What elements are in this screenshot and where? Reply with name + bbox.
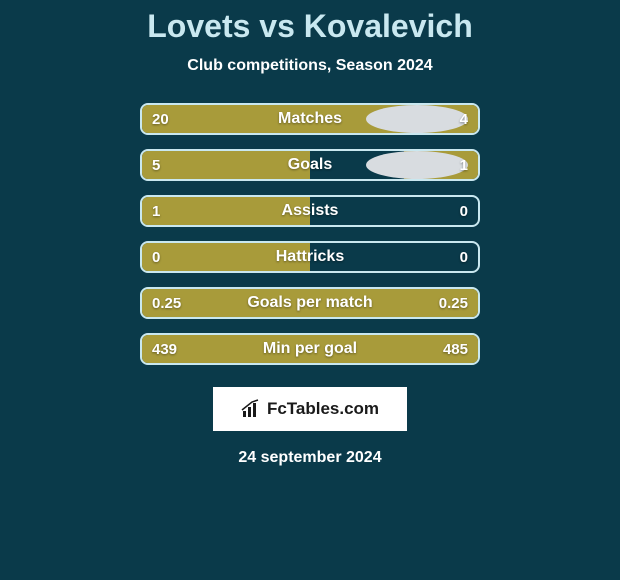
stat-row: 0.25Goals per match0.25 bbox=[140, 287, 480, 319]
stat-label: Goals per match bbox=[142, 294, 478, 312]
stat-row: 20Matches4 bbox=[140, 103, 480, 135]
stat-label: Min per goal bbox=[142, 340, 478, 358]
bar-chart-icon bbox=[241, 399, 261, 419]
stat-value-right: 1 bbox=[460, 157, 468, 174]
stat-row: 5Goals1 bbox=[140, 149, 480, 181]
stat-label: Assists bbox=[142, 202, 478, 220]
stat-bar: 0Hattricks0 bbox=[140, 241, 480, 273]
stat-bar: 0.25Goals per match0.25 bbox=[140, 287, 480, 319]
brand-badge: FcTables.com bbox=[213, 387, 407, 431]
stat-value-right: 0.25 bbox=[439, 295, 468, 312]
stat-label: Hattricks bbox=[142, 248, 478, 266]
subtitle: Club competitions, Season 2024 bbox=[187, 57, 432, 75]
stat-label: Matches bbox=[142, 110, 478, 128]
stat-row: 0Hattricks0 bbox=[140, 241, 480, 273]
brand-label: FcTables.com bbox=[267, 399, 379, 419]
stat-bar: 439Min per goal485 bbox=[140, 333, 480, 365]
page-title: Lovets vs Kovalevich bbox=[147, 8, 472, 45]
date-label: 24 september 2024 bbox=[238, 449, 381, 467]
stat-value-right: 4 bbox=[460, 111, 468, 128]
main-container: Lovets vs Kovalevich Club competitions, … bbox=[0, 0, 620, 467]
stat-bar: 1Assists0 bbox=[140, 195, 480, 227]
stat-value-right: 0 bbox=[460, 203, 468, 220]
stat-value-right: 0 bbox=[460, 249, 468, 266]
stats-list: 20Matches45Goals11Assists00Hattricks00.2… bbox=[140, 103, 480, 379]
stat-label: Goals bbox=[142, 156, 478, 174]
stat-row: 1Assists0 bbox=[140, 195, 480, 227]
stat-row: 439Min per goal485 bbox=[140, 333, 480, 365]
stat-value-right: 485 bbox=[443, 341, 468, 358]
